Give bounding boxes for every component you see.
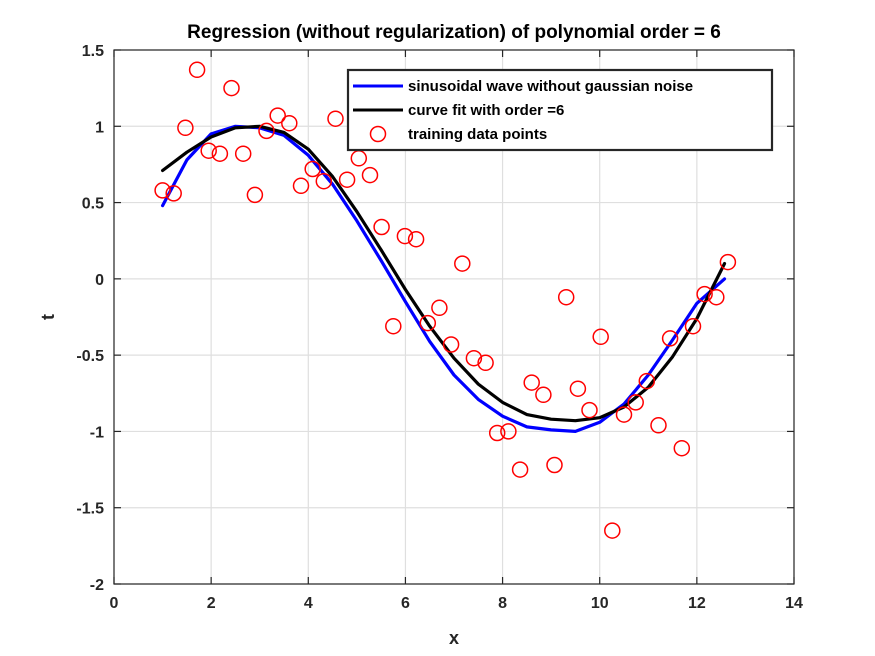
training-point-marker (500, 423, 517, 440)
y-tick-label: 1.5 (82, 43, 104, 60)
training-point-marker (304, 160, 321, 178)
y-tick-label: -0.5 (76, 348, 104, 365)
training-point-marker (281, 114, 298, 132)
x-axis-label: x (449, 628, 459, 648)
training-point-marker (396, 227, 414, 245)
training-point-marker (719, 253, 737, 271)
x-tick-label: 8 (498, 595, 507, 612)
training-point-marker (361, 166, 379, 184)
training-point-marker (604, 522, 621, 539)
legend-label-sine: sinusoidal wave without gaussian noise (408, 78, 693, 95)
y-tick-label: -1 (90, 424, 104, 441)
training-point-marker (246, 186, 264, 204)
y-tick-label: -1.5 (76, 501, 104, 518)
training-point-marker (535, 386, 552, 404)
training-point-marker (327, 110, 344, 127)
training-point-marker (477, 354, 494, 372)
training-point-marker (511, 461, 529, 478)
legend-label-fit: curve fit with order =6 (408, 102, 564, 119)
axes-box (113, 49, 795, 585)
chart-title: Regression (without regularization) of p… (187, 22, 721, 43)
axis-ticks: 0 2 4 6 8 10 12 14 -2 -1.5 -1 -0.5 0 0.5 1 1.5 (76, 43, 803, 612)
training-point-marker (385, 317, 402, 335)
training-point-marker (661, 330, 679, 347)
training-point-marker (638, 372, 656, 390)
training-point-marker (315, 172, 333, 190)
y-tick-label: 0.5 (82, 196, 104, 213)
x-tick-label: 4 (304, 595, 313, 612)
training-point-marker (523, 374, 540, 391)
training-point-marker (338, 171, 356, 188)
training-point-marker (154, 182, 171, 199)
legend-swatch-points (369, 125, 387, 143)
x-tick-label: 0 (110, 595, 119, 612)
legend: sinusoidal wave without gaussian noise c… (346, 68, 774, 152)
training-point-marker (592, 328, 609, 346)
x-tick-label: 14 (785, 595, 803, 612)
y-axis-label: t (38, 314, 58, 320)
x-tick-label: 2 (207, 595, 216, 612)
legend-box (346, 68, 774, 152)
training-point-marker (546, 456, 563, 474)
legend-label-points: training data points (408, 126, 547, 143)
training-point-marker (708, 288, 725, 306)
x-tick-label: 6 (401, 595, 410, 612)
training-markers (154, 61, 737, 539)
training-point-marker (454, 255, 471, 272)
y-tick-label: 0 (95, 272, 104, 289)
training-point-marker (419, 314, 437, 332)
training-point-marker (292, 177, 310, 195)
training-point-marker (177, 119, 194, 137)
training-point-marker (269, 107, 286, 124)
training-point-marker (684, 317, 702, 335)
training-point-marker (488, 424, 506, 442)
training-point-marker (557, 288, 575, 306)
training-point-marker (615, 406, 633, 423)
training-point-marker (673, 439, 691, 457)
training-point-marker (373, 218, 390, 236)
training-point-marker (188, 61, 206, 79)
training-point-marker (223, 79, 240, 97)
training-point-marker (165, 185, 182, 202)
training-point-marker (627, 394, 644, 411)
training-point-marker (650, 417, 667, 434)
training-point-marker (258, 122, 275, 140)
training-point-marker (442, 336, 460, 353)
training-point-marker (234, 145, 252, 162)
x-tick-label: 10 (591, 595, 609, 612)
training-point-marker (465, 349, 483, 367)
training-point-marker (431, 299, 448, 317)
y-tick-label: -2 (90, 577, 104, 594)
training-point-marker (407, 230, 425, 248)
x-tick-label: 12 (688, 595, 706, 612)
training-point-marker (569, 380, 587, 397)
y-tick-label: 1 (95, 119, 104, 136)
training-point-marker (211, 145, 229, 162)
training-point-marker (200, 142, 217, 159)
training-point-marker (696, 285, 713, 303)
training-point-marker (581, 401, 598, 419)
